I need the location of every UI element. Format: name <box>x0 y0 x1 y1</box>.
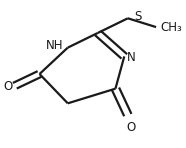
Text: N: N <box>127 51 136 64</box>
Text: O: O <box>3 80 12 93</box>
Text: S: S <box>134 10 141 23</box>
Text: CH₃: CH₃ <box>161 21 182 34</box>
Text: NH: NH <box>46 39 63 52</box>
Text: O: O <box>127 121 136 134</box>
